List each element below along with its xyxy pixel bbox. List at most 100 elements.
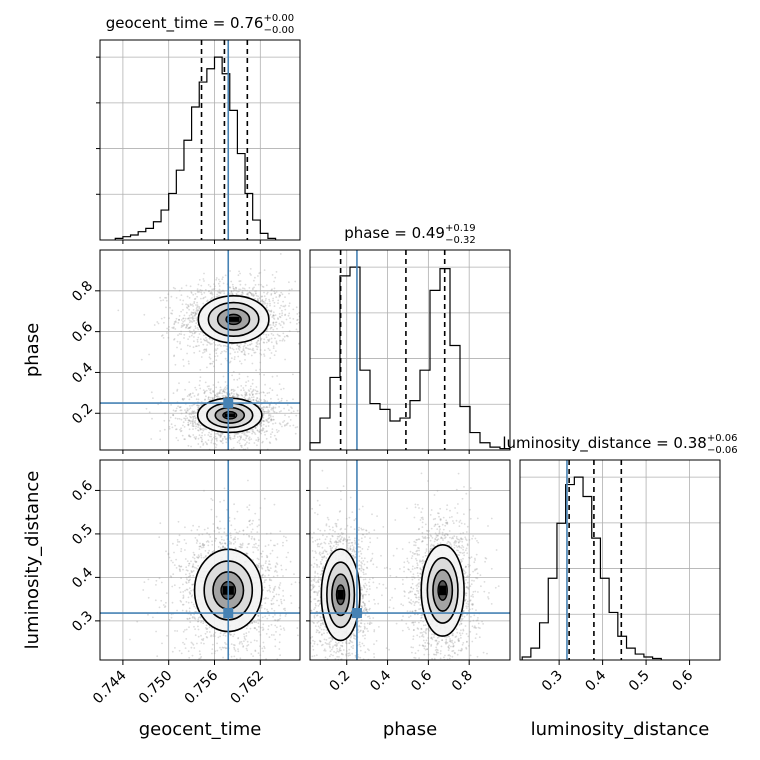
sample-point	[266, 608, 268, 611]
sample-point	[182, 317, 185, 320]
sample-point	[188, 610, 191, 613]
sample-point	[271, 607, 273, 610]
sample-point	[276, 563, 279, 566]
sample-point	[247, 352, 250, 355]
sample-point	[159, 522, 162, 525]
sample-point	[191, 566, 194, 569]
sample-point	[273, 587, 276, 590]
sample-point	[220, 543, 222, 545]
sample-point	[256, 564, 259, 567]
sample-point	[268, 441, 271, 444]
sample-point	[240, 546, 242, 549]
sample-point	[191, 423, 194, 425]
sample-point	[275, 593, 278, 596]
sample-point	[246, 552, 249, 555]
sample-point	[254, 284, 257, 286]
sample-point	[269, 436, 272, 438]
sample-point	[192, 434, 195, 436]
sample-point	[221, 542, 224, 545]
sample-point	[196, 306, 198, 309]
sample-point	[194, 634, 197, 637]
sample-point	[293, 573, 295, 576]
sample-point	[215, 278, 218, 281]
sample-point	[247, 644, 250, 646]
sample-point	[181, 609, 184, 612]
sample-point	[160, 599, 163, 602]
sample-point	[210, 435, 213, 438]
sample-point	[281, 425, 283, 428]
sample-point	[275, 341, 278, 344]
sample-point	[251, 288, 254, 291]
sample-point	[180, 330, 183, 333]
sample-point	[279, 335, 281, 337]
sample-point	[237, 345, 240, 348]
sample-point	[207, 396, 210, 399]
sample-point	[369, 541, 372, 544]
sample-point	[257, 625, 260, 628]
sample-point	[200, 440, 203, 443]
sample-point	[168, 326, 170, 328]
sample-point	[187, 421, 190, 424]
sample-point	[256, 566, 259, 568]
sample-point	[249, 292, 252, 294]
sample-point	[276, 556, 279, 559]
sample-point	[195, 317, 198, 319]
sample-point	[202, 546, 205, 549]
sample-point	[180, 429, 183, 432]
sample-point	[337, 544, 339, 546]
sample-point	[235, 433, 237, 436]
sample-point	[252, 390, 255, 392]
sample-point	[175, 297, 178, 299]
sample-point	[296, 319, 298, 322]
sample-point	[228, 434, 231, 437]
sample-point	[264, 579, 266, 582]
sample-point	[193, 411, 196, 414]
sample-point	[209, 353, 211, 356]
sample-point	[160, 667, 162, 669]
sample-point	[270, 352, 273, 354]
sample-point	[254, 276, 256, 279]
sample-point	[188, 617, 191, 620]
hist-step-phase	[309, 266, 511, 450]
sample-point	[189, 574, 192, 577]
sample-point	[253, 621, 256, 624]
sample-point	[223, 632, 226, 635]
sample-point	[240, 444, 243, 447]
sample-point	[271, 407, 274, 410]
sample-point	[196, 404, 198, 407]
sample-point	[219, 527, 222, 530]
sample-point	[248, 631, 250, 633]
sample-point	[210, 292, 213, 295]
sample-point	[190, 570, 193, 572]
sample-point	[198, 423, 200, 426]
sample-point	[262, 429, 265, 431]
sample-point	[254, 426, 257, 429]
sample-point	[247, 431, 250, 433]
sample-point	[210, 433, 213, 436]
sample-point	[257, 339, 259, 342]
sample-point	[238, 345, 241, 347]
sample-point	[359, 630, 362, 633]
sample-point	[289, 419, 292, 421]
sample-point	[191, 332, 194, 335]
sample-point	[193, 415, 195, 418]
sample-point	[186, 324, 189, 327]
sample-point	[175, 428, 178, 431]
sample-point	[143, 581, 146, 583]
sample-point	[253, 279, 255, 282]
sample-point	[182, 583, 184, 586]
sample-point	[255, 399, 258, 402]
sample-point	[224, 344, 227, 347]
sample-point	[202, 334, 205, 337]
sample-point	[193, 410, 196, 413]
sample-point	[174, 647, 176, 649]
sample-point	[200, 297, 202, 300]
sample-point	[277, 398, 280, 401]
sample-point	[292, 424, 295, 427]
sample-point	[258, 373, 261, 376]
sample-point	[205, 395, 207, 398]
sample-point	[214, 348, 216, 350]
sample-point	[188, 420, 191, 422]
sample-point	[161, 642, 163, 645]
sample-point	[188, 327, 191, 329]
